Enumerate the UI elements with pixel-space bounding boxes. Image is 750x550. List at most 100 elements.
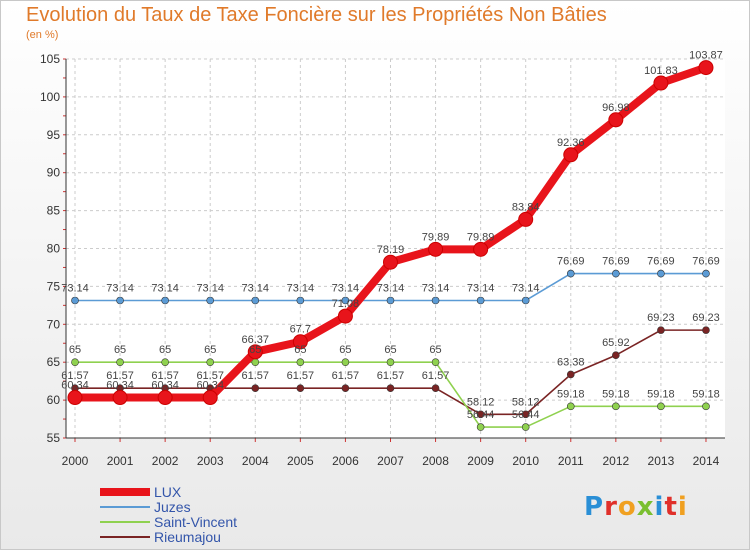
data-point <box>71 358 79 367</box>
data-label: 65 <box>114 344 126 356</box>
data-point <box>566 402 575 411</box>
data-point <box>612 351 620 360</box>
data-point <box>341 296 350 305</box>
data-label: 73.14 <box>287 282 315 294</box>
data-point <box>386 384 395 392</box>
data-label: 73.14 <box>106 282 134 294</box>
data-point <box>608 112 624 128</box>
y-tick-label: 100 <box>40 90 60 104</box>
y-tick-label: 55 <box>47 431 61 445</box>
data-label: 73.14 <box>196 282 224 294</box>
data-label: 71.08 <box>332 298 360 310</box>
data-label: 73.14 <box>512 282 540 294</box>
data-label: 61.57 <box>377 370 405 382</box>
logo-letter: o <box>617 492 637 522</box>
data-point <box>428 241 444 257</box>
data-label: 76.69 <box>692 256 720 268</box>
logo-letter: r <box>604 492 618 522</box>
data-point <box>206 358 215 367</box>
x-tick-label: 2007 <box>377 454 404 468</box>
x-tick-label: 2010 <box>512 454 539 468</box>
legend-entry: Rieumajou <box>154 529 221 545</box>
data-point <box>161 296 169 305</box>
data-label: 67.7 <box>290 324 311 336</box>
data-point <box>202 390 218 406</box>
data-label: 65 <box>159 344 171 356</box>
data-label: 73.14 <box>332 282 360 294</box>
data-label: 76.69 <box>557 256 585 268</box>
data-point <box>296 384 305 392</box>
data-point <box>386 358 395 367</box>
data-point <box>521 423 530 431</box>
data-point <box>296 358 305 367</box>
data-point <box>431 296 440 305</box>
data-label: 96.98 <box>602 102 630 114</box>
legend-entry: Juzes <box>154 499 191 515</box>
proxiti-logo: Proxiti <box>584 492 688 522</box>
data-point <box>341 384 350 392</box>
x-tick-label: 2000 <box>62 454 89 468</box>
y-tick-label: 85 <box>47 204 61 218</box>
data-label: 69.23 <box>692 312 720 324</box>
data-point <box>386 296 395 305</box>
data-label: 61.57 <box>151 370 179 382</box>
x-tick-label: 2009 <box>467 454 494 468</box>
data-label: 61.57 <box>242 370 270 382</box>
data-point <box>702 269 710 278</box>
data-label: 60.34 <box>196 380 224 392</box>
data-label: 61.57 <box>422 370 450 382</box>
logo-letter: P <box>584 492 605 522</box>
data-labels: 60.34 60.34 60.34 60.34 66.37 67.7 71.08 78.19 7… <box>61 50 723 422</box>
data-label: 61.57 <box>61 370 89 382</box>
data-label: 56.44 <box>467 409 495 421</box>
chart-title: Evolution du Taux de Taxe Foncière sur l… <box>26 4 607 26</box>
data-point <box>431 384 440 392</box>
data-point <box>116 358 124 367</box>
data-label: 73.14 <box>422 282 450 294</box>
data-label: 61.57 <box>287 370 315 382</box>
data-label: 59.18 <box>692 388 720 400</box>
data-point <box>247 344 263 360</box>
data-label: 65.92 <box>602 337 630 349</box>
legend-entry: Saint-Vincent <box>154 514 237 530</box>
data-point <box>518 211 534 227</box>
data-point <box>296 296 305 305</box>
logo-letter: t <box>664 492 678 522</box>
data-point <box>382 254 398 270</box>
data-point <box>476 423 485 431</box>
data-label: 61.57 <box>106 370 134 382</box>
data-label: 73.14 <box>151 282 179 294</box>
data-point <box>657 402 665 411</box>
data-point <box>657 326 665 334</box>
y-tick-label: 60 <box>47 393 61 407</box>
data-label: 65 <box>249 344 261 356</box>
data-point <box>657 269 665 278</box>
series-lines <box>67 60 714 431</box>
data-label: 92.36 <box>557 137 585 149</box>
data-point <box>563 147 579 163</box>
data-label: 63.38 <box>557 356 585 368</box>
data-point <box>612 402 620 411</box>
data-label: 73.14 <box>467 282 495 294</box>
data-label: 65 <box>69 344 81 356</box>
y-tick-label: 95 <box>47 128 61 142</box>
x-tick-label: 2013 <box>648 454 675 468</box>
data-label: 101.83 <box>644 65 678 77</box>
unit-label: (en %) <box>26 29 59 41</box>
data-label: 58.12 <box>467 396 495 408</box>
data-label: 65 <box>339 344 351 356</box>
data-label: 78.19 <box>377 244 405 256</box>
data-label: 61.57 <box>332 370 360 382</box>
data-point <box>521 410 530 419</box>
data-point <box>67 390 83 406</box>
data-point <box>702 326 710 334</box>
data-point <box>206 296 215 305</box>
y-tick-label: 70 <box>47 317 61 331</box>
data-point <box>251 384 260 392</box>
data-point <box>473 241 489 257</box>
data-label: 79.89 <box>467 231 495 243</box>
data-label: 60.34 <box>151 380 179 392</box>
axes: 55 60 65 70 75 80 85 90 95 100 105 2000 2001 2002 2003… <box>40 52 725 468</box>
